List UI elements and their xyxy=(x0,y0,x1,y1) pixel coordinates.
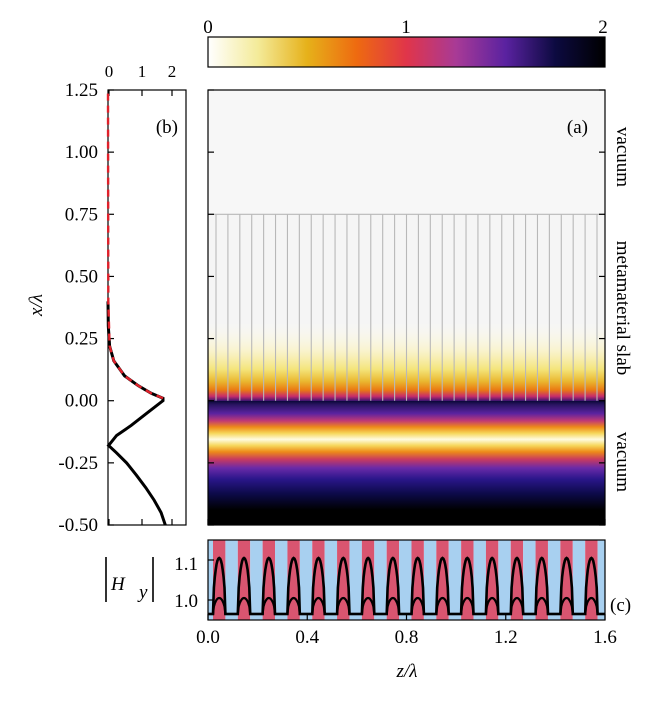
panel-c: 1.1 1.0 H y (c) 0.0 0.4 0.8 1.2 1.6 z/λ xyxy=(105,519,631,682)
y-tick-label: 1.25 xyxy=(65,80,98,101)
y-tick-label: 0.25 xyxy=(65,329,98,350)
panel-b-analytic-curve xyxy=(106,89,164,400)
panel-c-stripe-dielectric xyxy=(225,540,238,620)
panel-c-stripe-dielectric xyxy=(523,540,536,620)
panel-c-stripe-dielectric xyxy=(547,540,561,620)
region-label-slab: metamaterial slab xyxy=(612,241,633,376)
panel-b-xtick-0: 0 xyxy=(105,62,114,81)
panel-c-ylabel: H y xyxy=(105,557,154,603)
panel-c-label: (c) xyxy=(610,595,631,616)
panel-b-ticks xyxy=(108,89,173,526)
panel-c-ytick-1: 1.0 xyxy=(174,591,198,612)
x-tick-label: 0.8 xyxy=(395,627,419,648)
panel-b: 0 1 2 (b) 1.25 1.00 0.75 0.50 0.25 0.00 -0.25 -… xyxy=(26,62,187,536)
y-tick-label: 0.50 xyxy=(65,266,98,287)
y-tick-labels: 1.25 1.00 0.75 0.50 0.25 0.00 -0.25 -0.50 xyxy=(58,80,98,536)
panel-b-xtick-1: 1 xyxy=(138,62,147,81)
x-axis-label: z/λ xyxy=(396,661,418,682)
panel-c-ylabel-main: H xyxy=(110,574,126,595)
vacuum-bottom-field xyxy=(208,401,605,525)
y-tick-label: -0.25 xyxy=(58,453,98,474)
panel-c-stripe-dielectric xyxy=(498,540,511,620)
colorbar-tick-2: 2 xyxy=(598,17,608,38)
panel-a: (a) vacuum metamaterial slab vacuum xyxy=(207,89,633,526)
y-tick-label: 0.00 xyxy=(65,391,98,412)
colorbar-tick-1: 1 xyxy=(401,17,411,38)
x-tick-labels: 0.0 0.4 0.8 1.2 1.6 xyxy=(196,627,617,648)
panel-c-stripe-dielectric xyxy=(399,540,412,620)
x-tick-label: 0.0 xyxy=(196,627,220,648)
x-tick-label: 1.2 xyxy=(494,627,518,648)
panel-c-stripe-dielectric xyxy=(448,540,462,620)
panel-c-stripe-dielectric xyxy=(374,540,387,620)
panel-c-low-curve xyxy=(208,596,605,616)
panel-c-stripe-dielectric xyxy=(473,540,486,620)
y-tick-label: 1.00 xyxy=(65,142,98,163)
panel-c-ylabel-sub: y xyxy=(137,582,148,603)
panel-c-stripe-dielectric xyxy=(275,540,288,620)
region-label-vacuum-top: vacuum xyxy=(612,127,633,187)
panel-c-ticks xyxy=(207,519,606,620)
panel-c-stripe-dielectric xyxy=(572,540,586,620)
x-tick-label: 0.4 xyxy=(295,627,319,648)
panel-c-stripe-dielectric xyxy=(349,540,362,620)
y-tick-label: -0.50 xyxy=(58,515,98,536)
x-tick-label: 1.6 xyxy=(593,627,617,648)
panel-c-stripe-dielectric xyxy=(597,540,605,620)
panel-c-stripe-dielectric xyxy=(208,540,213,620)
colorbar-gradient xyxy=(207,36,606,68)
panel-c-stripe-dielectric xyxy=(250,540,263,620)
region-label-vacuum-bottom: vacuum xyxy=(612,432,633,492)
panel-a-ticks xyxy=(208,89,605,526)
panel-a-label: (a) xyxy=(567,117,588,138)
panel-c-stripe-dielectric xyxy=(299,540,313,620)
colorbar-tick-0: 0 xyxy=(203,17,213,38)
y-axis-label: x/λ xyxy=(26,294,47,317)
panel-b-numerical-curve xyxy=(106,301,167,526)
y-tick-label: 0.75 xyxy=(65,204,98,225)
panel-c-ytick-0: 1.1 xyxy=(174,554,198,575)
panel-b-frame xyxy=(107,89,187,526)
colorbar: 0 1 2 xyxy=(203,17,608,68)
slab-stripes xyxy=(208,213,605,401)
panel-b-label: (b) xyxy=(156,117,178,138)
panel-b-xtick-2: 2 xyxy=(168,62,177,81)
panel-c-stripe-dielectric xyxy=(324,540,338,620)
panel-c-stripe-dielectric xyxy=(423,540,437,620)
